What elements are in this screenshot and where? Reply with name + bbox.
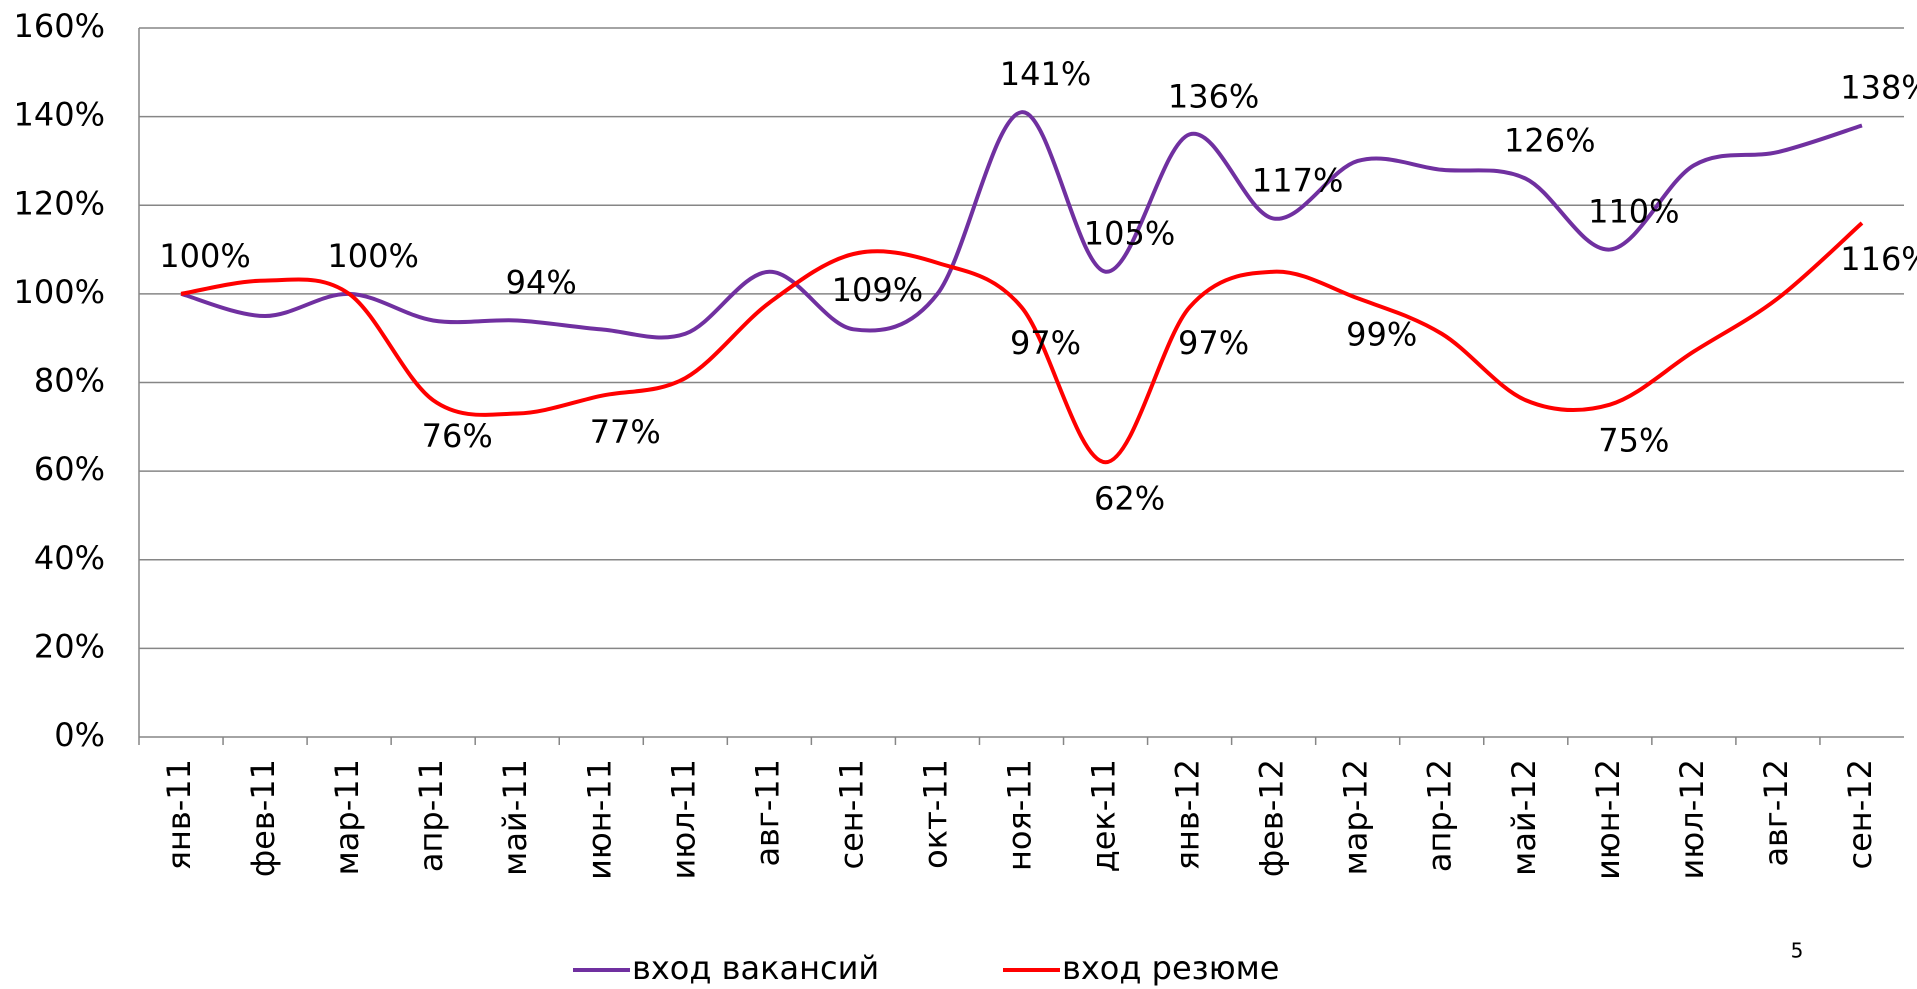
legend-label: вход вакансий: [632, 949, 879, 987]
y-tick-label: 140%: [14, 96, 105, 134]
y-tick-label: 120%: [14, 184, 105, 222]
y-tick-label: 60%: [34, 450, 105, 488]
y-tick-label: 80%: [34, 362, 105, 400]
data-label: 138%: [1840, 68, 1917, 106]
data-label: 97%: [1010, 324, 1081, 362]
data-label: 105%: [1084, 215, 1175, 253]
y-tick-label: 100%: [14, 273, 105, 311]
x-tick-label: фев-12: [1253, 759, 1291, 877]
x-tick-label: янв-12: [1169, 759, 1207, 870]
data-label: 109%: [832, 271, 923, 309]
data-label: 117%: [1252, 162, 1343, 200]
y-tick-label: 40%: [34, 539, 105, 577]
series-line: [180, 110, 1863, 340]
data-label: 100%: [159, 237, 250, 275]
data-label: 77%: [590, 413, 661, 451]
x-tick-label: май-11: [496, 759, 534, 876]
series-line: [180, 221, 1864, 465]
data-label: 94%: [506, 263, 577, 301]
data-label: 116%: [1840, 240, 1917, 278]
x-tick-label: май-12: [1505, 759, 1543, 876]
y-tick-label: 0%: [54, 716, 105, 754]
x-tick-label: мар-12: [1337, 759, 1375, 875]
x-tick-label: июн-11: [580, 759, 618, 880]
legend-label: вход резюме: [1062, 949, 1279, 987]
y-tick-label: 20%: [34, 627, 105, 665]
y-tick-label: 160%: [14, 7, 105, 45]
data-label: 141%: [1000, 55, 1091, 93]
data-label: 126%: [1504, 122, 1595, 160]
x-tick-label: авг-12: [1757, 759, 1795, 867]
x-tick-label: июн-12: [1589, 759, 1627, 880]
x-tick-label: июл-12: [1673, 759, 1711, 879]
data-label: 97%: [1178, 324, 1249, 362]
data-label: 75%: [1598, 422, 1669, 460]
data-label: 110%: [1588, 193, 1679, 231]
data-label: 100%: [327, 237, 418, 275]
data-label: 99%: [1346, 315, 1417, 353]
page-number: 5: [1791, 939, 1804, 963]
x-tick-label: июл-11: [664, 759, 702, 879]
data-label: 76%: [422, 417, 493, 455]
x-tick-label: окт-11: [916, 759, 954, 869]
x-tick-label: авг-11: [748, 759, 786, 867]
x-tick-label: ноя-11: [1001, 759, 1039, 871]
data-label: 62%: [1094, 479, 1165, 517]
x-tick-label: сен-11: [832, 759, 870, 869]
x-tick-label: янв-11: [160, 759, 198, 870]
data-label: 136%: [1168, 77, 1259, 115]
x-tick-label: дек-11: [1085, 759, 1123, 872]
x-tick-label: апр-12: [1421, 759, 1459, 872]
x-tick-label: фев-11: [244, 759, 282, 877]
x-tick-label: мар-11: [328, 759, 366, 875]
x-tick-label: сен-12: [1841, 759, 1879, 869]
x-tick-label: апр-11: [412, 759, 450, 872]
